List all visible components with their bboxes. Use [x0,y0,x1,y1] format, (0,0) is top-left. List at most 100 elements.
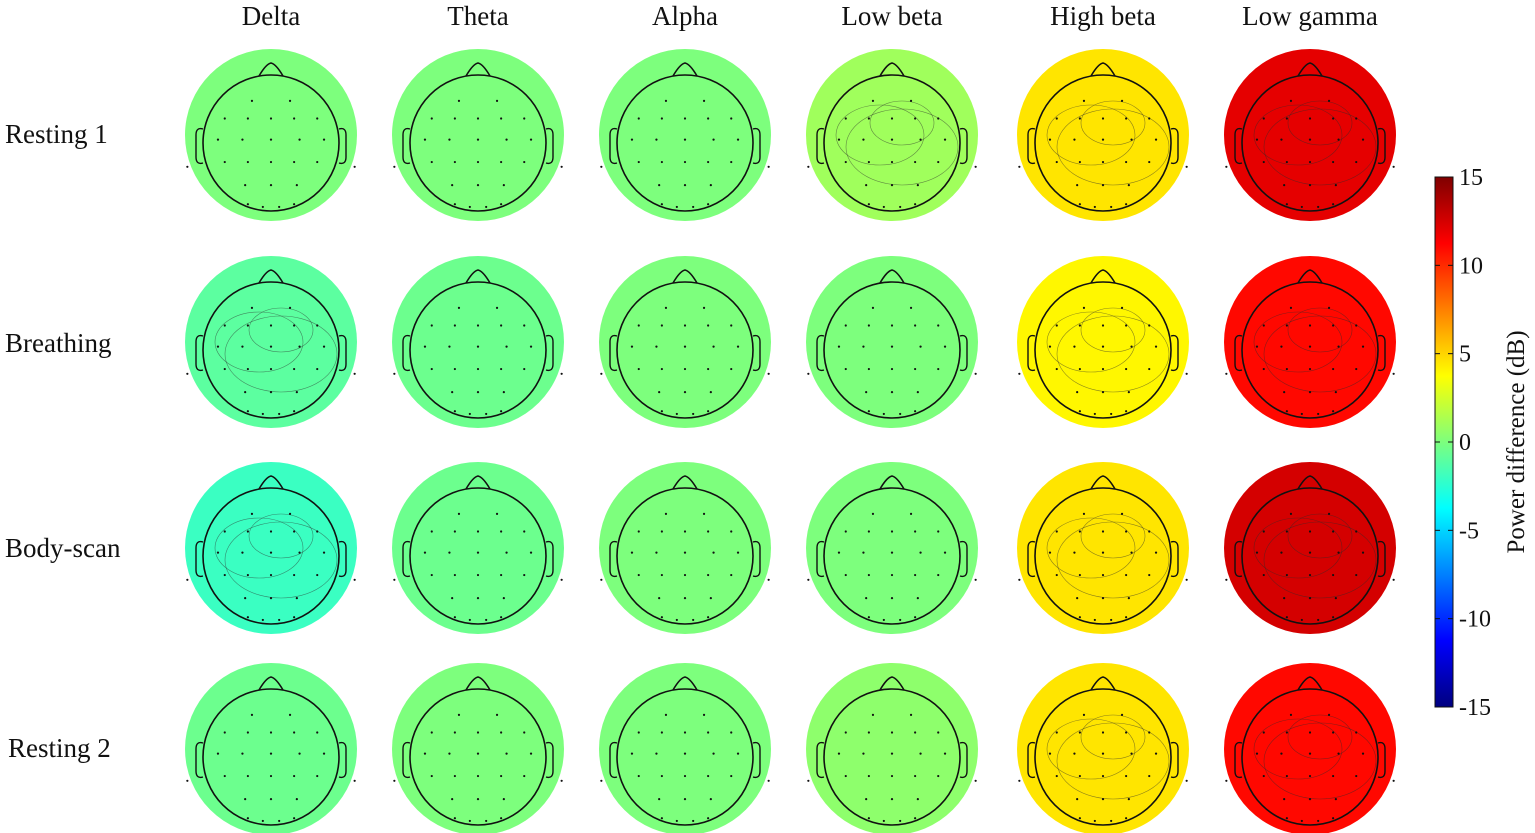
electrode-dot [1148,324,1151,327]
electrode-dot [675,412,678,416]
nose-outline [465,475,491,490]
electrode-dot [1262,160,1265,164]
electrode-dot [502,798,505,801]
electrode-dot [867,203,870,206]
col-label-high-beta: High beta [1050,1,1156,31]
electrode-dot [246,817,249,820]
electrode-dot [683,530,687,533]
electrode-dot [1018,165,1021,168]
contour-line [1056,315,1170,393]
electrode-dot [241,345,244,348]
topomap-resting-2-high-beta [1017,663,1189,833]
nose-outline [258,475,284,490]
electrode-dot [468,412,471,416]
electrode-dot [502,391,505,394]
electrode-dot [448,752,451,755]
electrode-dot [1148,731,1151,734]
electrode-dot [1082,713,1086,716]
col-label-low-gamma: Low gamma [1242,1,1378,31]
electrode-dot [655,551,658,554]
electrode-dot [1285,324,1288,327]
electrode-dot [1101,367,1105,371]
electrode-dot [867,324,870,327]
electrode-dot [1055,367,1058,371]
electrode-dot [500,324,503,327]
electrode-dot [241,551,244,554]
electrode-dot [485,205,488,209]
electrode-dot [1048,752,1052,755]
topomap-breathing-low-beta [806,256,978,428]
electrode-dot [871,713,875,716]
electrode-dot [1101,138,1105,141]
topomap-body-scan-low-beta [806,462,978,634]
electrode-dot [943,752,947,755]
right-ear-outline [338,127,347,165]
electrode-dot [485,412,488,416]
electrode-dot [246,530,249,533]
electrode-dot [423,345,427,348]
electrode-dot [1300,819,1303,823]
electrode-dot [1148,117,1151,120]
electrode-dot [937,367,940,371]
electrode-dot [683,573,687,577]
electrode-dot [882,412,885,416]
electrode-dot [890,391,894,394]
electrode-dot [1101,324,1105,327]
electrode-dot [1125,410,1128,413]
electrode-dot [476,160,480,164]
electrode-dot [1308,345,1312,348]
electrode-dot [1317,618,1320,622]
left-ear-outline [609,741,618,779]
electrode-dot [974,165,977,168]
electrode-dot [702,512,706,515]
topomap-resting-2-low-gamma [1224,663,1396,833]
electrode-dot [943,138,947,141]
electrode-dot [683,551,687,554]
electrode-dot [448,551,451,554]
right-ear-outline [752,127,761,165]
electrode-dot [914,160,917,164]
electrode-dot [919,551,922,554]
electrode-dot [500,616,503,619]
electrode-dot [890,774,894,778]
electrode-dot [1082,512,1086,515]
electrode-dot [1101,798,1105,801]
electrode-dot [867,410,870,413]
topomap-grid [185,49,1396,833]
electrode-dot [1262,324,1265,327]
electrode-dot [1073,752,1076,755]
topomap-resting-1-low-gamma [1224,49,1396,221]
electrode-dot [707,410,710,413]
col-label-alpha: Alpha [652,1,718,31]
electrode-dot [1361,551,1365,554]
electrode-dot [476,324,480,327]
electrode-dot [316,731,319,734]
electrode-dot [916,184,919,187]
electrode-dot [1101,117,1105,120]
electrode-dot [862,345,865,348]
nose-outline [879,475,905,490]
electrode-dot [1392,165,1395,168]
electrode-dot [1332,410,1335,413]
topomap-disc [392,49,564,221]
electrode-dot [1130,551,1133,554]
electrode-dot [322,138,326,141]
electrode-dot [316,573,319,577]
electrode-dot [216,752,220,755]
topomap-disc [599,256,771,428]
electrode-dot [707,774,710,778]
contour-line [1263,722,1377,800]
electrode-dot [560,372,563,375]
head-outline [616,487,754,625]
electrode-dot [430,117,433,120]
electrode-dot [1327,99,1331,102]
nose-outline [879,269,905,284]
electrode-dot [1101,530,1105,533]
topomap-resting-1-low-beta [806,49,978,221]
electrode-dot [882,205,885,209]
electrode-dot [660,817,663,820]
electrode-dot [261,819,264,823]
electrode-dot [660,616,663,619]
right-ear-outline [1377,334,1386,372]
electrode-dot [1327,713,1331,716]
